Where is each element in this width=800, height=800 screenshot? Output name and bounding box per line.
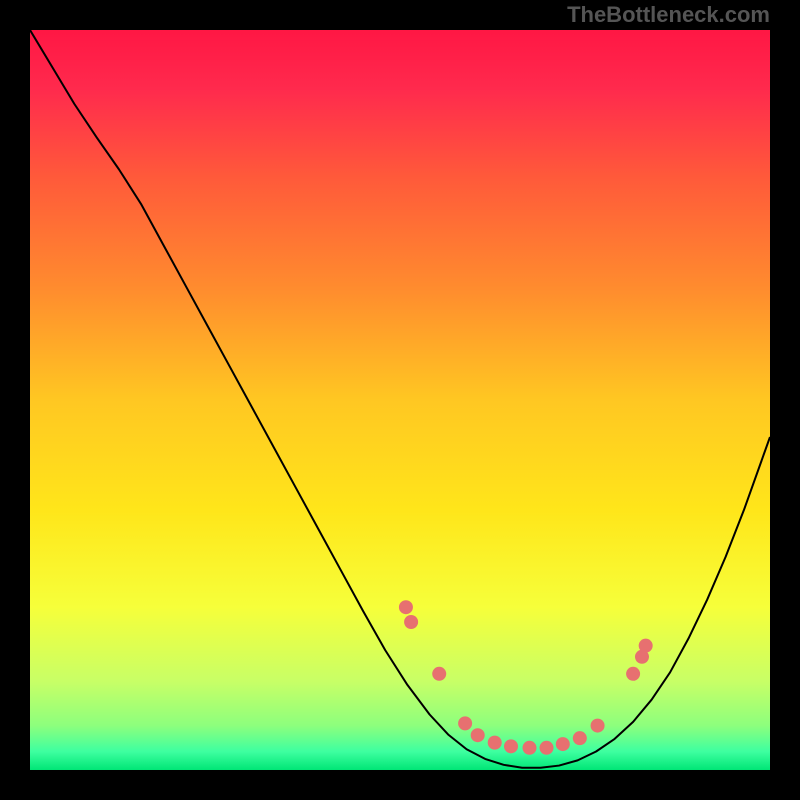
plot-area [30,30,770,770]
gradient-background [30,30,770,770]
watermark-text: TheBottleneck.com [567,2,770,28]
